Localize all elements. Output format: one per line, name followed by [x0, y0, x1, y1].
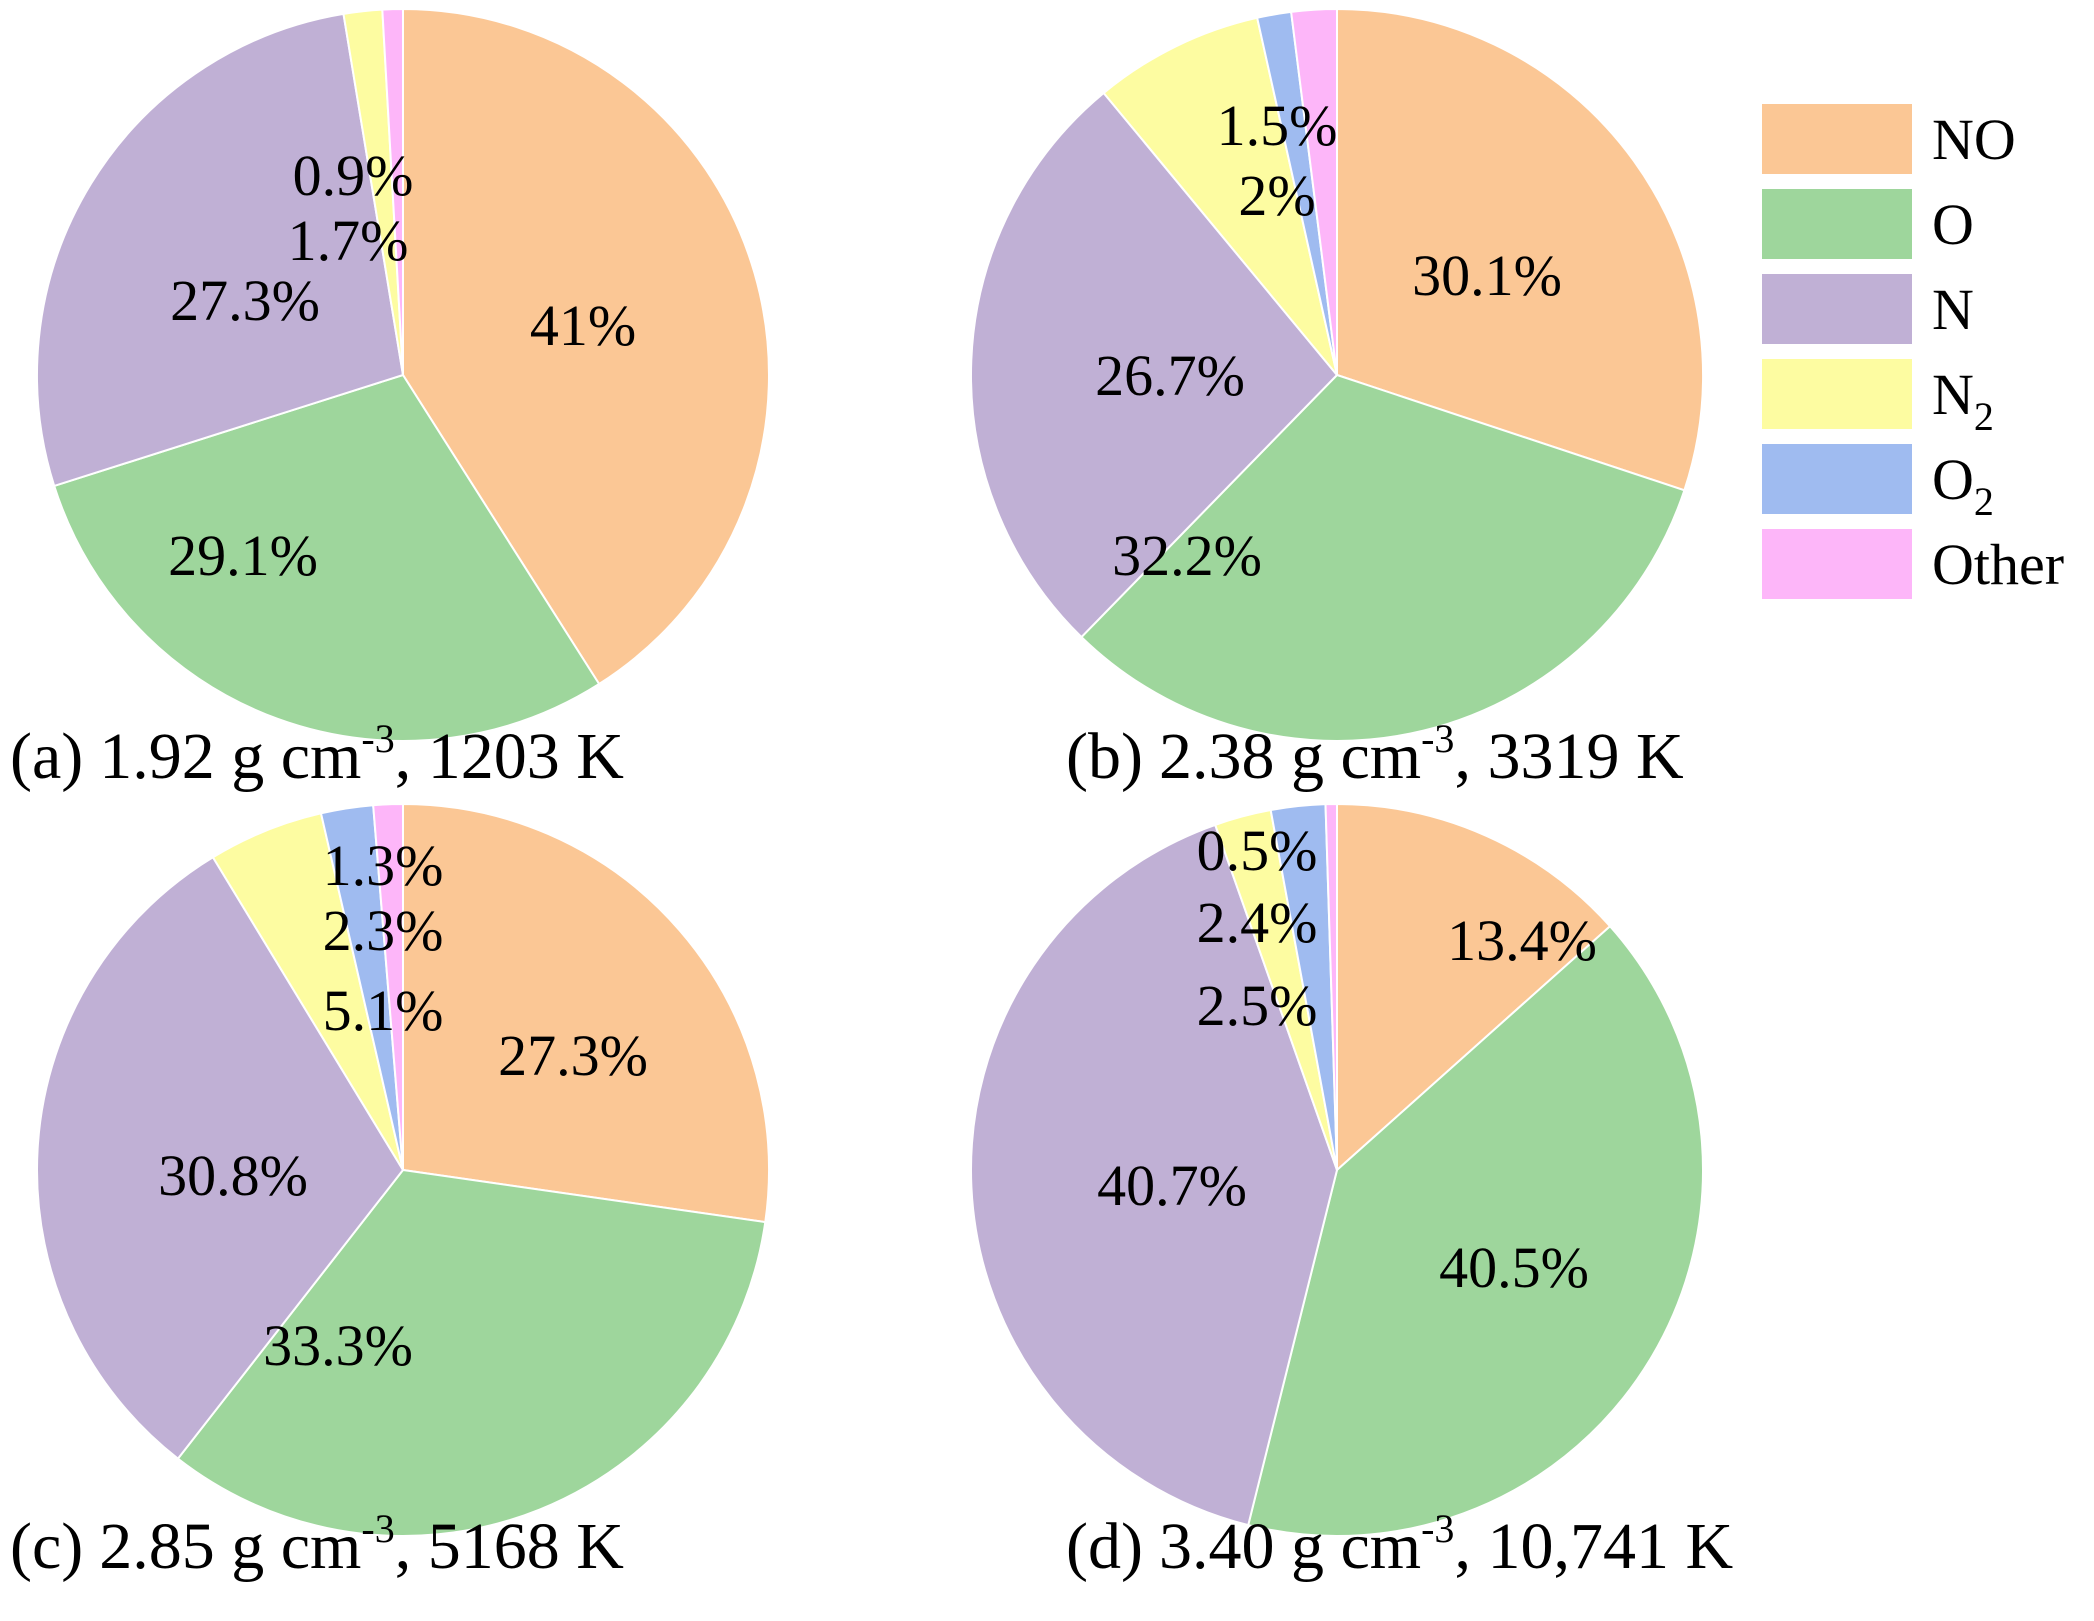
caption-temperature: , 1203 K: [395, 720, 624, 793]
slice-label-o-d: 40.5%: [1439, 1235, 1589, 1300]
panel-caption-c: (c) 2.85 g cm-3, 5168 K: [10, 1506, 624, 1583]
panel-caption-a: (a) 1.92 g cm-3, 1203 K: [10, 716, 624, 793]
legend-swatch-n: [1762, 274, 1912, 344]
slice-other-b: [1290, 7, 1338, 376]
legend-label-o: O: [1932, 192, 1974, 257]
slice-label-other-c: 1.3%: [323, 833, 444, 898]
legend-text: N: [1932, 362, 1974, 427]
slice-other-c: [372, 802, 404, 1171]
caption-label: (d): [1066, 1510, 1143, 1583]
slice-o-c: [176, 1168, 767, 1537]
legend-swatch-o2: [1762, 444, 1912, 514]
slice-label-o2-c: 2.3%: [323, 898, 444, 963]
slice-label-other-a: 0.9%: [293, 143, 414, 208]
slice-other-a: [381, 7, 404, 376]
slice-label-other-d: 0.5%: [1197, 818, 1318, 883]
caption-exponent: -3: [361, 716, 394, 761]
caption-label: (b): [1066, 720, 1143, 793]
legend-label-other: Other: [1932, 532, 2064, 597]
caption-label: (a): [10, 720, 83, 793]
legend-text: O: [1932, 192, 1974, 257]
legend-text: Other: [1932, 532, 2064, 597]
slice-o-d: [1246, 924, 1704, 1537]
caption-temperature: , 5168 K: [395, 1510, 624, 1583]
slice-o-b: [1080, 373, 1686, 742]
panel-caption-b: (b) 2.38 g cm-3, 3319 K: [1066, 716, 1684, 793]
legend-text: O: [1932, 447, 1974, 512]
legend-swatch-n2: [1762, 359, 1912, 429]
slice-n2-b: [1102, 16, 1338, 376]
slice-no-b: [1336, 7, 1704, 492]
caption-density: 2.85 g cm: [99, 1510, 361, 1583]
slice-label-n2-c: 5.1%: [323, 978, 444, 1043]
slice-label-no-c: 27.3%: [498, 1023, 648, 1088]
slice-label-n-a: 27.3%: [170, 268, 320, 333]
caption-exponent: -3: [1421, 1506, 1454, 1551]
pie-chart-a: 41% 29.1% 27.3%1.7%0.9% (a) 1.92 g cm-3, 120…: [10, 7, 770, 793]
caption-temperature: , 3319 K: [1454, 720, 1683, 793]
caption-exponent: -3: [361, 1506, 394, 1551]
slice-label-o2-d: 2.4%: [1197, 890, 1318, 955]
caption-density: 3.40 g cm: [1159, 1510, 1421, 1583]
slice-n-b: [970, 91, 1339, 639]
slice-label-no-d: 13.4%: [1447, 908, 1597, 973]
pie-chart-d: 13.4% 40.5% 40.7% 2.5% 2.4% 0.5% (d) 3.40 g cm-…: [970, 802, 1733, 1583]
panel-caption-d: (d) 3.40 g cm-3, 10,741 K: [1066, 1506, 1733, 1583]
caption-density: 2.38 g cm: [1159, 720, 1421, 793]
slice-o-a: [52, 373, 601, 742]
slice-label-n2-a: 1.7%: [288, 208, 409, 273]
legend-subscript: 2: [1974, 479, 1994, 524]
legend-text: NO: [1932, 107, 2016, 172]
slice-label-no-a: 41%: [530, 293, 636, 358]
slice-label-o-c: 33.3%: [263, 1313, 413, 1378]
legend-subscript: 2: [1974, 394, 1994, 439]
slice-no-d: [1336, 802, 1612, 1173]
slice-label-o-a: 29.1%: [168, 523, 318, 588]
legend-label-n2: N2: [1932, 362, 1994, 439]
pie-chart-b: 30.1% 32.2% 26.7% 1.5%2% (b) 2.38 g cm-3, 331…: [970, 7, 1704, 793]
slice-label-n-d: 40.7%: [1097, 1153, 1247, 1218]
legend-label-no: NO: [1932, 107, 2016, 172]
slice-label-n-b: 26.7%: [1095, 343, 1245, 408]
legend-text: N: [1932, 277, 1974, 342]
slice-label-no-b: 30.1%: [1412, 243, 1562, 308]
caption-label: (c): [10, 1510, 83, 1583]
legend-swatch-o: [1762, 189, 1912, 259]
caption-density: 1.92 g cm: [99, 720, 361, 793]
slice-label-o2-b: 1.5%: [1217, 93, 1338, 158]
slice-label-n2-d: 2.5%: [1197, 973, 1318, 1038]
slice-n-a: [36, 12, 405, 488]
caption-temperature: , 10,741 K: [1454, 1510, 1733, 1583]
slice-label-n-c: 30.8%: [158, 1143, 308, 1208]
legend-label-n: N: [1932, 277, 1974, 342]
slice-label-other-b: 2%: [1238, 163, 1315, 228]
slice-n-d: [970, 823, 1339, 1527]
caption-exponent: -3: [1421, 716, 1454, 761]
slice-label-o-b: 32.2%: [1112, 523, 1262, 588]
legend-swatch-other: [1762, 529, 1912, 599]
legend-label-o2: O2: [1932, 447, 1994, 524]
pie-chart-c: 27.3% 33.3% 30.8% 5.1% 2.3%1.3% (c) 2.85 g cm-…: [10, 802, 770, 1583]
slice-n-c: [36, 855, 405, 1461]
slice-no-a: [402, 7, 770, 686]
slice-no-c: [402, 802, 770, 1224]
legend-swatch-no: [1762, 104, 1912, 174]
slice-other-d: [1324, 802, 1338, 1171]
